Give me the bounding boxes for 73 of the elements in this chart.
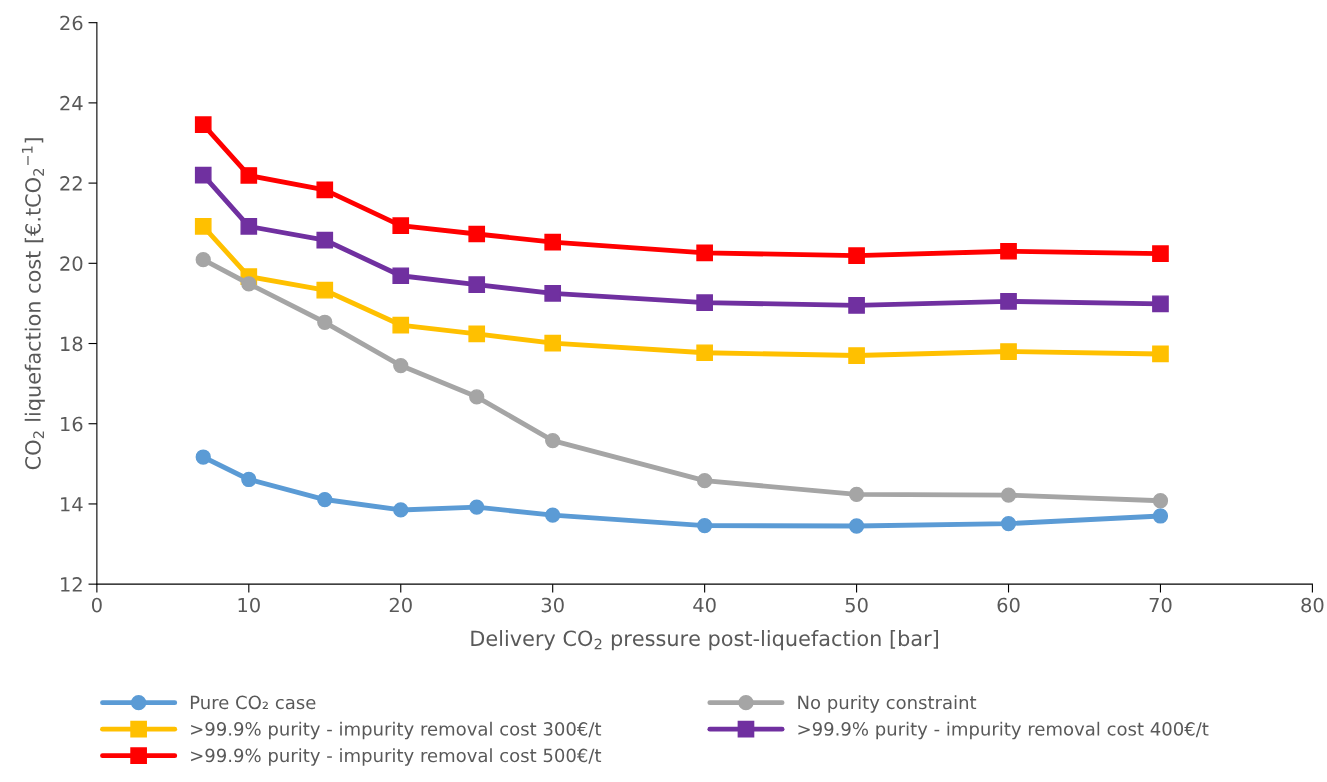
point — [848, 247, 865, 265]
point — [848, 297, 865, 314]
point — [241, 276, 257, 292]
point — [1152, 345, 1169, 363]
point — [393, 357, 409, 374]
point — [545, 507, 561, 523]
point — [469, 499, 485, 515]
y-tick-label: 12 — [61, 577, 82, 592]
point — [317, 491, 333, 508]
point — [1152, 295, 1169, 313]
point — [195, 252, 211, 268]
point — [392, 316, 410, 334]
y-tick-label: 16 — [61, 416, 83, 432]
legend-label: >99.9% purity - impurity removal cost 500€/t — [191, 748, 602, 766]
y-tick-label: 22 — [60, 176, 82, 191]
x-tick-label: 10 — [238, 597, 260, 613]
point — [392, 267, 410, 285]
point — [545, 432, 561, 449]
point — [696, 473, 713, 489]
point — [194, 218, 212, 235]
legend-label: >99.9% purity - impurity removal cost 400€/t — [798, 721, 1209, 740]
x-tick-label: 70 — [1149, 597, 1172, 613]
point — [468, 225, 486, 243]
x-axis-title: Delivery CO$_{2}$ pressure post-liquefaction [bar] — [471, 630, 938, 651]
point — [1152, 508, 1169, 524]
point — [696, 244, 713, 262]
point — [1000, 515, 1017, 532]
point — [194, 116, 212, 133]
point — [696, 517, 713, 534]
legend-label: Pure CO₂ case — [190, 695, 316, 710]
point — [544, 233, 562, 251]
point — [393, 502, 409, 518]
point — [1000, 487, 1017, 503]
y-tick-label: 20 — [60, 256, 83, 271]
x-tick-label: 30 — [541, 597, 564, 613]
x-tick-label: 40 — [693, 597, 716, 613]
point — [317, 314, 333, 330]
x-tick-label: 20 — [389, 597, 412, 613]
point — [1000, 293, 1017, 310]
y-axis-title: CO$_{2}$ liquefaction cost [€.tCO$_{2}$$^{−1}$] — [21, 138, 45, 470]
point — [544, 334, 562, 352]
x-tick-label: 80 — [1301, 597, 1324, 613]
point — [848, 518, 865, 534]
point — [696, 294, 713, 311]
point — [241, 471, 257, 488]
point — [1000, 343, 1017, 360]
point — [468, 276, 486, 293]
point — [316, 231, 334, 249]
y-tick-label: 18 — [61, 336, 83, 352]
point — [316, 281, 334, 299]
point — [469, 389, 485, 405]
point — [696, 344, 713, 362]
point — [240, 167, 258, 184]
legend-label: >99.9% purity - impurity removal cost 300€/t — [191, 721, 602, 740]
y-tick-label: 24 — [60, 95, 83, 111]
point — [392, 217, 410, 234]
point — [848, 486, 865, 502]
y-tick-label: 26 — [60, 15, 83, 31]
point — [240, 218, 258, 235]
point — [468, 325, 486, 343]
point — [194, 166, 212, 184]
point — [544, 285, 562, 302]
legend-label: No purity constraint — [798, 695, 977, 713]
point — [1152, 493, 1169, 509]
x-tick-label: 0 — [91, 597, 102, 613]
point — [1000, 242, 1017, 260]
y-tick-label: 14 — [61, 497, 83, 512]
point — [1152, 245, 1169, 263]
x-tick-label: 50 — [845, 597, 868, 613]
point — [195, 449, 211, 465]
point — [848, 347, 865, 364]
point — [316, 181, 334, 199]
x-tick-label: 60 — [997, 597, 1020, 613]
